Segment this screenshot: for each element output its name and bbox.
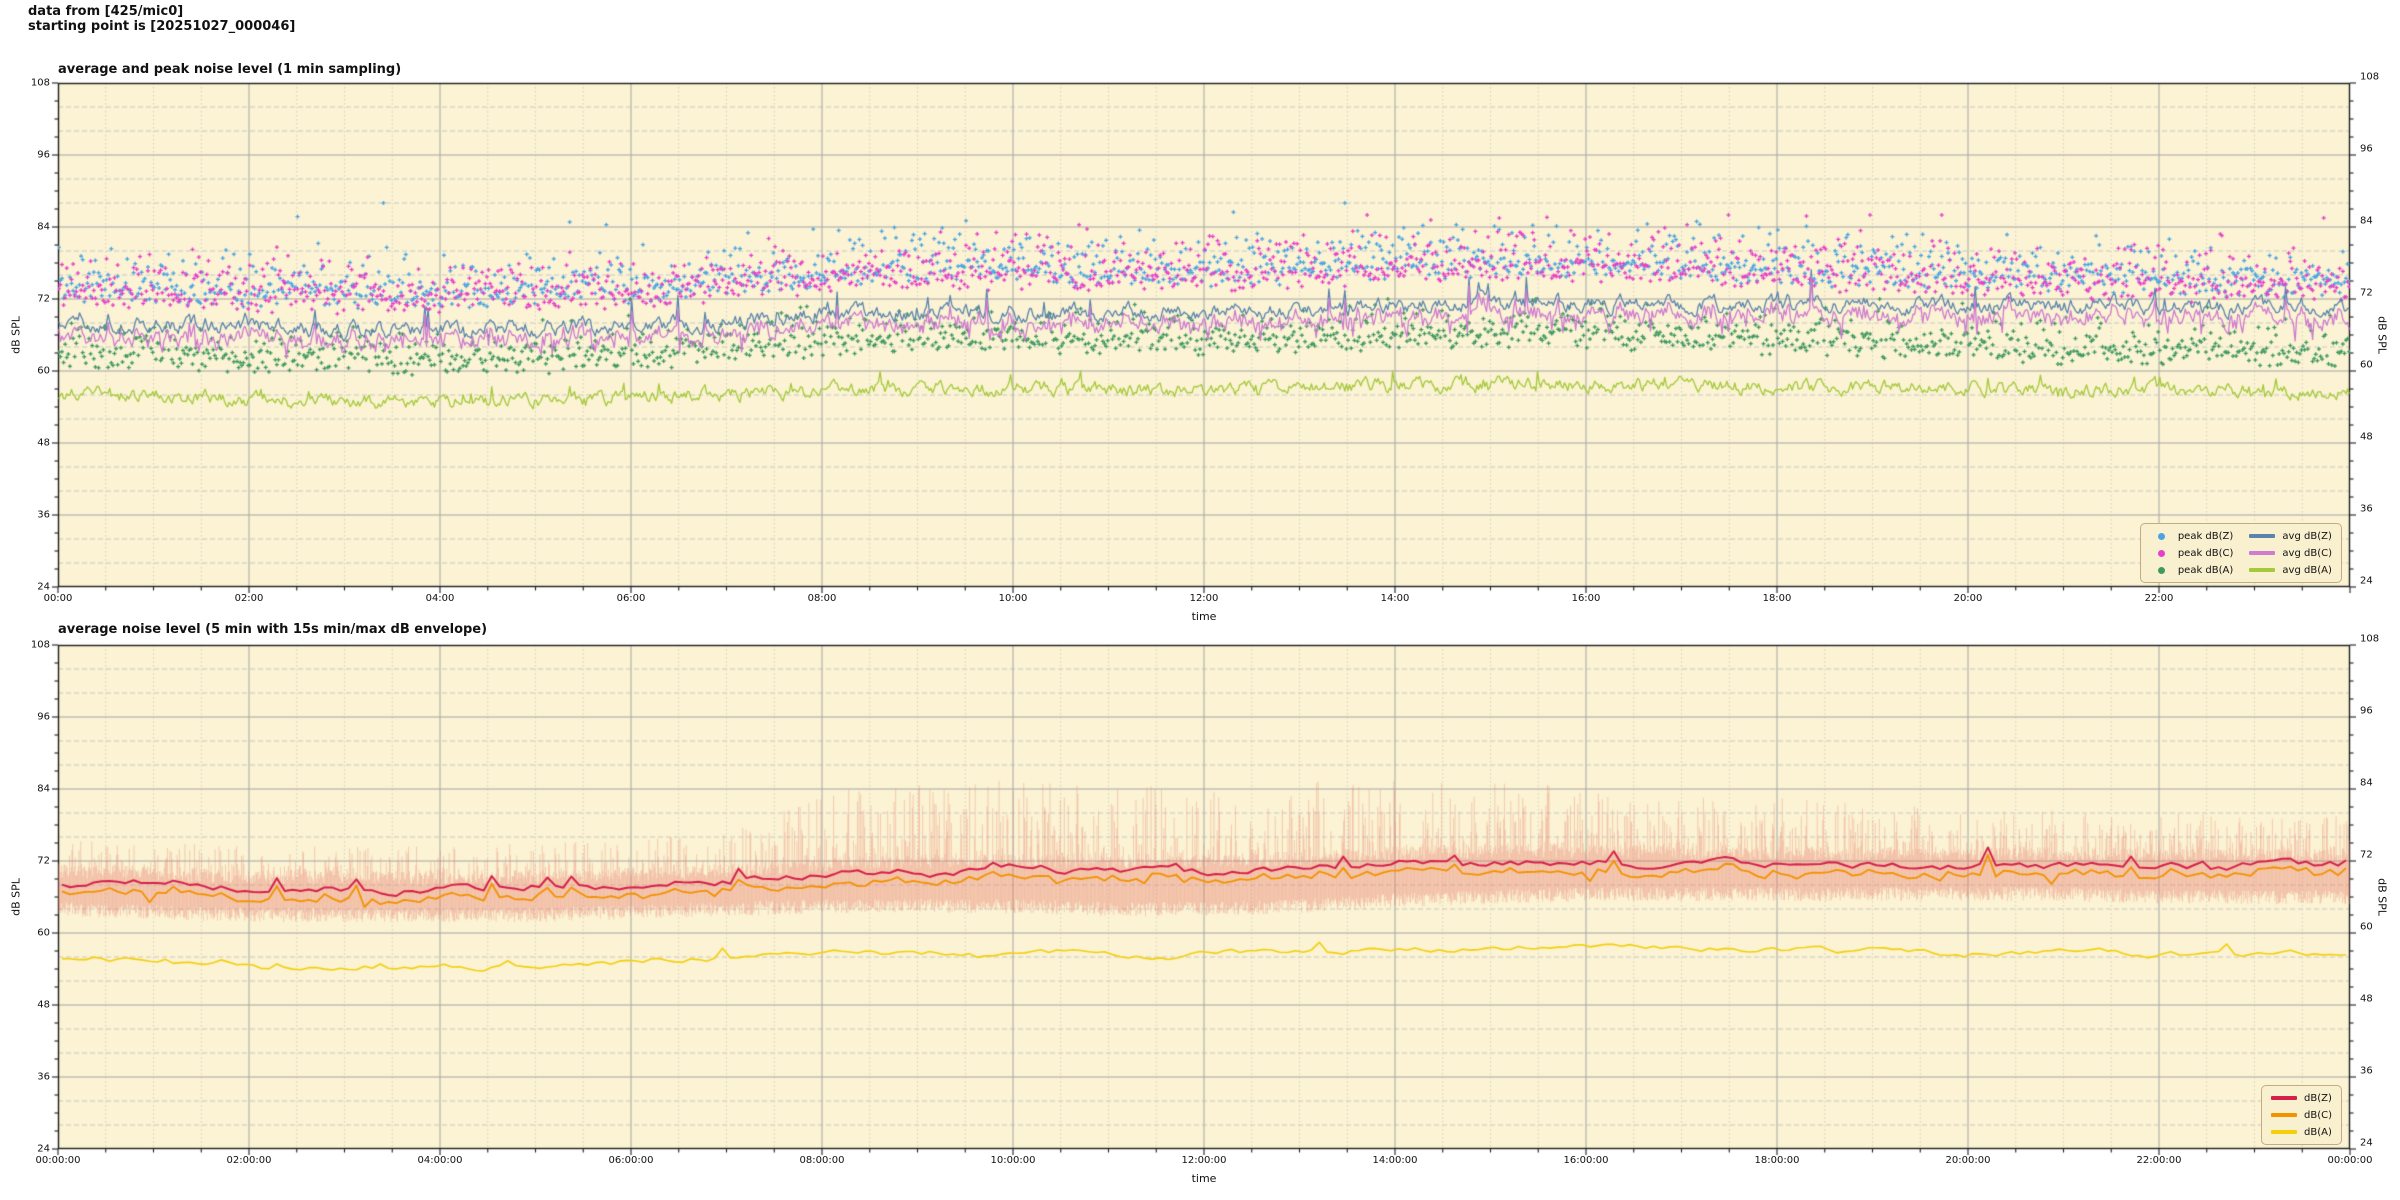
y-tick-label-left-chart0: 108 xyxy=(30,77,50,89)
header: data from [425/mic0] starting point is [… xyxy=(28,4,295,34)
y-tick-label-right-chart0: 24 xyxy=(2360,575,2373,587)
legend-item-db-z-: dB(Z) xyxy=(2271,1091,2332,1105)
legend-line-icon xyxy=(2271,1113,2297,1117)
chart-title-bottom: average noise level (5 min with 15s min/… xyxy=(58,622,488,637)
legend-line-icon xyxy=(2271,1130,2297,1134)
y-tick-label-right-chart0: 108 xyxy=(2360,71,2380,83)
x-tick-label-chart0: 14:00 xyxy=(1380,593,1410,604)
legend-label: peak dB(C) xyxy=(2177,547,2234,559)
legend-label: dB(A) xyxy=(2304,1126,2332,1138)
x-tick-label-chart1: 02:00:00 xyxy=(226,1155,272,1166)
y-axis-label-right-top: dB SPL xyxy=(2375,316,2389,354)
x-tick-label-chart0: 18:00 xyxy=(1762,593,1792,604)
legend-label: peak dB(Z) xyxy=(2177,530,2234,542)
legend-label: dB(C) xyxy=(2304,1109,2332,1121)
x-axis-label-bottom: time xyxy=(1191,1172,1217,1185)
x-tick-label-chart0: 08:00 xyxy=(807,593,837,604)
x-tick-label-chart1: 18:00:00 xyxy=(1754,1155,1800,1166)
legend-chart0: peak dB(Z) peak dB(C) peak dB(A) avg dB(Z) a… xyxy=(2139,523,2342,583)
y-axis-label-left-top: dB SPL xyxy=(9,316,23,354)
x-tick-label-chart0: 00:00 xyxy=(43,593,73,604)
legend-marker-icon xyxy=(2157,532,2165,540)
legend-label: peak dB(A) xyxy=(2177,564,2234,576)
x-tick-label-chart0: 22:00 xyxy=(2144,593,2174,604)
x-tick-label-chart0: 04:00 xyxy=(425,593,455,604)
y-tick-label-left-chart1: 72 xyxy=(37,855,50,867)
x-tick-label-chart1: 04:00:00 xyxy=(417,1155,463,1166)
x-tick-label-chart0: 10:00 xyxy=(998,593,1028,604)
legend-item-db-a-: dB(A) xyxy=(2271,1125,2332,1139)
x-tick-label-chart1: 08:00:00 xyxy=(799,1155,845,1166)
y-tick-label-left-chart1: 36 xyxy=(37,1071,50,1083)
y-axis-label-right-bottom: dB SPL xyxy=(2375,878,2389,916)
header-start-time: starting point is [20251027_000046] xyxy=(28,19,296,34)
y-tick-label-right-chart1: 72 xyxy=(2360,849,2373,861)
y-tick-label-left-chart0: 36 xyxy=(37,509,50,521)
x-tick-label-chart1: 12:00:00 xyxy=(1181,1155,1227,1166)
legend-item-avg-db-c-: avg dB(C) xyxy=(2249,546,2332,560)
legend-item-avg-db-a-: avg dB(A) xyxy=(2249,563,2332,577)
legend-item-peak-db-z-: peak dB(Z) xyxy=(2150,529,2234,543)
y-tick-label-left-chart0: 60 xyxy=(37,365,50,377)
legend-label: dB(Z) xyxy=(2304,1092,2332,1104)
y-tick-label-left-chart1: 60 xyxy=(37,927,50,939)
y-tick-label-left-chart0: 72 xyxy=(37,293,50,305)
y-tick-label-right-chart1: 24 xyxy=(2360,1137,2373,1149)
legend-line-icon xyxy=(2249,551,2276,555)
y-tick-label-right-chart0: 36 xyxy=(2360,503,2373,515)
x-tick-label-chart1: 20:00:00 xyxy=(1945,1155,1991,1166)
y-tick-label-left-chart0: 48 xyxy=(37,437,50,449)
x-tick-label-chart0: 06:00 xyxy=(616,593,646,604)
legend-item-db-c-: dB(C) xyxy=(2271,1108,2332,1122)
legend-label: avg dB(C) xyxy=(2282,547,2332,559)
legend-line-icon xyxy=(2249,568,2276,572)
y-tick-label-right-chart0: 60 xyxy=(2360,359,2373,371)
y-tick-label-right-chart0: 72 xyxy=(2360,287,2373,299)
y-tick-label-left-chart1: 84 xyxy=(37,783,50,795)
x-tick-label-chart1: 14:00:00 xyxy=(1372,1155,1418,1166)
legend-item-peak-db-a-: peak dB(A) xyxy=(2150,563,2234,577)
y-tick-label-right-chart0: 96 xyxy=(2360,143,2373,155)
x-tick-label-chart0: 16:00 xyxy=(1571,593,1601,604)
y-tick-label-right-chart1: 60 xyxy=(2360,921,2373,933)
header-data-source: data from [425/mic0] xyxy=(28,4,184,19)
y-tick-label-right-chart1: 108 xyxy=(2360,633,2380,645)
y-tick-label-left-chart1: 24 xyxy=(37,1143,50,1155)
x-tick-label-chart0: 02:00 xyxy=(234,593,264,604)
y-tick-label-right-chart0: 48 xyxy=(2360,431,2373,443)
y-axis-label-left-bottom: dB SPL xyxy=(9,878,23,916)
chart-title-top: average and peak noise level (1 min samp… xyxy=(58,62,402,77)
y-tick-label-right-chart1: 96 xyxy=(2360,705,2373,717)
x-tick-label-chart0: 20:00 xyxy=(1953,593,1983,604)
legend-chart1: dB(Z) dB(C) dB(A) xyxy=(2261,1085,2342,1145)
y-tick-label-right-chart0: 84 xyxy=(2360,215,2373,227)
x-tick-label-chart1: 00:00:00 xyxy=(35,1155,81,1166)
y-tick-label-left-chart1: 108 xyxy=(30,639,50,651)
y-tick-label-left-chart1: 96 xyxy=(37,711,50,723)
y-tick-label-right-chart1: 36 xyxy=(2360,1065,2373,1077)
y-tick-label-left-chart0: 84 xyxy=(37,221,50,233)
y-tick-label-right-chart1: 84 xyxy=(2360,777,2373,789)
legend-label: avg dB(A) xyxy=(2282,564,2332,576)
legend-line-icon xyxy=(2249,534,2276,538)
legend-marker-icon xyxy=(2157,566,2165,574)
x-axis-label-top: time xyxy=(1191,610,1217,623)
x-tick-label-chart0: 12:00 xyxy=(1189,593,1219,604)
x-tick-label-chart1: 22:00:00 xyxy=(2136,1155,2182,1166)
y-tick-label-left-chart1: 48 xyxy=(37,999,50,1011)
x-tick-label-chart1: 16:00:00 xyxy=(1563,1155,1609,1166)
y-tick-label-left-chart0: 24 xyxy=(37,581,50,593)
x-tick-label-chart1: 00:00:00 xyxy=(2327,1155,2373,1166)
y-tick-label-left-chart0: 96 xyxy=(37,149,50,161)
legend-line-icon xyxy=(2271,1096,2297,1100)
legend-marker-icon xyxy=(2157,549,2165,557)
y-tick-label-right-chart1: 48 xyxy=(2360,993,2373,1005)
legend-label: avg dB(Z) xyxy=(2282,530,2332,542)
legend-item-avg-db-z-: avg dB(Z) xyxy=(2249,529,2332,543)
legend-item-peak-db-c-: peak dB(C) xyxy=(2150,546,2234,560)
x-tick-label-chart1: 06:00:00 xyxy=(608,1155,654,1166)
x-tick-label-chart1: 10:00:00 xyxy=(990,1155,1036,1166)
